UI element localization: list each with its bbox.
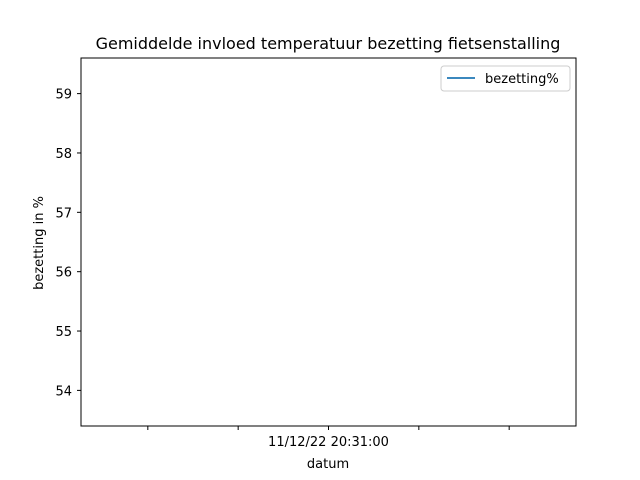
plot-area: 54 55 56 57 58 59 11/12/22 20:31:00	[55, 57, 577, 450]
y-tick-label: 55	[55, 325, 72, 340]
chart-title: Gemiddelde invloed temperatuur bezetting…	[96, 34, 561, 53]
y-tick-label: 59	[55, 88, 72, 103]
legend-box	[440, 65, 571, 92]
x-axis-label: datum	[307, 457, 349, 472]
axes-frame	[80, 57, 577, 427]
y-tick-label: 58	[55, 147, 72, 162]
y-tick-label: 56	[55, 266, 72, 281]
y-axis-label: bezetting in %	[32, 196, 47, 290]
y-tick-label: 54	[55, 384, 72, 399]
legend-label: bezetting%	[485, 72, 559, 87]
y-tick-label: 57	[55, 206, 72, 221]
x-tick-label: 11/12/22 20:31:00	[268, 435, 389, 450]
legend: bezetting%	[440, 65, 571, 92]
